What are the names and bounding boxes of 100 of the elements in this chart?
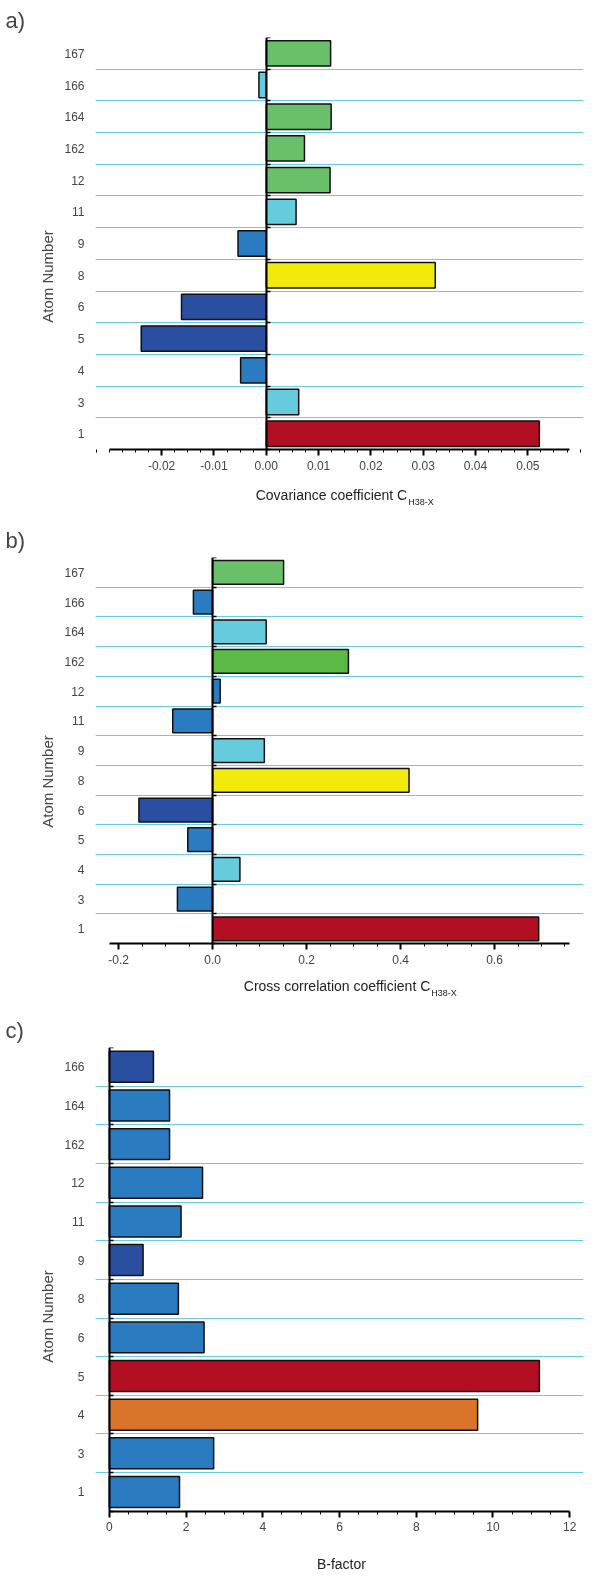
bar: [265, 39, 332, 67]
y-tick-label: 8: [77, 773, 85, 788]
y-tick-label: 9: [77, 1253, 85, 1268]
x-tick-label: 0: [105, 1520, 113, 1535]
x-tick-label: -0.2: [108, 952, 130, 967]
y-tick-label: 164: [64, 1098, 85, 1113]
bar: [239, 356, 268, 384]
x-tick-label: 8: [412, 1520, 420, 1535]
y-tick-label: 3: [77, 1446, 85, 1461]
x-tick-label: 2: [182, 1520, 190, 1535]
x-tick-label: 0.03: [411, 458, 436, 473]
x-tick-label: 0.04: [463, 458, 488, 473]
y-tick-label: 11: [72, 714, 85, 729]
x-tick-label: 0.4: [392, 952, 410, 967]
y-axis-title: Atom Number: [39, 735, 57, 828]
y-tick-label: 1: [77, 427, 85, 442]
chart-title: c): [5, 1017, 24, 1043]
bar: [265, 198, 297, 226]
y-tick-label: 4: [77, 363, 85, 378]
y-axis-title: Atom Number: [39, 1270, 57, 1363]
bar: [108, 1243, 144, 1277]
x-tick-label: 0.05: [516, 458, 540, 473]
x-tick-label: 6: [336, 1520, 344, 1535]
y-tick-label: 4: [77, 862, 85, 877]
y-tick-label: 162: [64, 654, 85, 669]
y-tick-label: 9: [77, 237, 85, 252]
y-tick-label: 164: [64, 625, 85, 640]
bar: [108, 1437, 215, 1470]
bar: [211, 916, 540, 942]
y-tick-label: 8: [77, 1292, 85, 1307]
y-tick-label: 12: [71, 1176, 85, 1191]
bar: [211, 737, 266, 764]
x-tick-label: 0.00: [254, 458, 279, 473]
bar: [108, 1475, 181, 1509]
x-tick-label: 10: [486, 1520, 500, 1535]
x-tick-label: -0.01: [200, 458, 228, 473]
x-axis-title: B-factor: [316, 1555, 367, 1572]
bar: [187, 827, 214, 853]
x-tick-label: 0.02: [359, 458, 383, 473]
bar: [176, 886, 214, 912]
x-tick-label: 4: [259, 1520, 267, 1535]
bar: [108, 1127, 171, 1161]
bar: [265, 261, 436, 289]
bar: [108, 1205, 182, 1238]
bar: [211, 559, 285, 585]
y-tick-label: 12: [71, 173, 85, 188]
y-tick-label: 9: [77, 744, 85, 759]
x-tick-label: 12: [563, 1520, 577, 1535]
y-tick-label: 5: [77, 332, 85, 347]
y-tick-label: 1: [77, 1485, 85, 1500]
bar: [108, 1050, 155, 1084]
y-tick-label: 6: [77, 300, 85, 315]
bar: [192, 589, 214, 615]
bar: [265, 103, 332, 131]
bar: [237, 230, 268, 257]
bar: [211, 648, 350, 675]
chart-title: b): [5, 527, 26, 553]
bar: [108, 1166, 204, 1199]
bar: [171, 708, 214, 734]
y-tick-label: 12: [71, 684, 85, 699]
bar: [265, 166, 331, 194]
bar: [211, 619, 267, 645]
y-tick-label: 6: [77, 1330, 85, 1345]
x-tick-label: 0.0: [204, 952, 222, 967]
bar: [140, 325, 268, 353]
x-tick-label: 0.2: [298, 952, 316, 967]
bar: [108, 1398, 479, 1431]
y-tick-label: 3: [77, 892, 85, 907]
x-tick-label: 0.6: [486, 952, 504, 967]
y-tick-label: 4: [77, 1408, 85, 1423]
y-tick-label: 166: [64, 1060, 85, 1075]
y-tick-label: 162: [64, 1137, 85, 1152]
y-tick-label: 162: [64, 141, 85, 156]
bar: [265, 135, 306, 162]
bar: [265, 420, 541, 448]
bar: [108, 1321, 205, 1354]
y-tick-label: 6: [77, 803, 85, 818]
y-tick-label: 1: [77, 922, 85, 937]
x-tick-label: -0.02: [147, 458, 176, 473]
bar: [211, 767, 410, 793]
y-tick-label: 166: [64, 595, 85, 610]
bar: [211, 856, 241, 883]
bar: [180, 293, 268, 321]
bar: [108, 1089, 171, 1122]
y-tick-label: 3: [77, 395, 85, 410]
bar: [108, 1359, 541, 1393]
y-tick-label: 8: [77, 268, 85, 283]
bar: [138, 797, 214, 823]
y-tick-label: 166: [64, 78, 85, 93]
y-tick-label: 167: [64, 46, 85, 61]
y-tick-label: 5: [77, 833, 85, 848]
x-tick-label: 0.01: [306, 458, 331, 473]
y-tick-label: 11: [72, 1214, 85, 1229]
y-tick-label: 167: [64, 565, 85, 580]
y-tick-label: 5: [77, 1369, 85, 1384]
y-tick-label: 11: [72, 205, 85, 220]
y-tick-label: 164: [64, 110, 85, 125]
chart-title: a): [5, 7, 26, 33]
y-axis-title: Atom Number: [39, 230, 57, 323]
bar: [108, 1282, 180, 1315]
